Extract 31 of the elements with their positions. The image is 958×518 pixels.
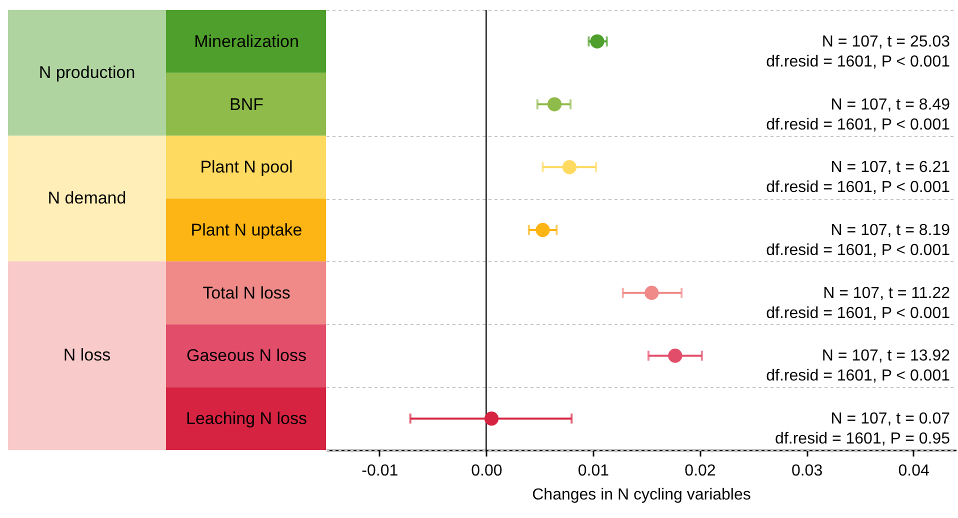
x-axis-title: Changes in N cycling variables [532, 486, 751, 504]
point [484, 412, 499, 426]
point [668, 348, 682, 363]
text: N demand [48, 188, 126, 208]
annotation: N = 107, t = 8.19 df.resid = 1601, P < 0.001 [766, 222, 950, 259]
x-tick-label: 0.04 [898, 462, 930, 480]
y-tick-label: Mineralization [194, 32, 299, 51]
annotation: N = 107, t = 0.07 df.resid = 1601, P = 0.95 [775, 410, 950, 448]
annotation: N = 107, t = 8.49 df.resid = 1601, P < 0.001 [766, 96, 950, 134]
x-tick-label: 0.01 [578, 462, 610, 480]
y-tick-label: Plant N uptake [190, 220, 302, 240]
y-tick-label: Leaching N loss [186, 409, 307, 428]
point [536, 222, 550, 238]
text: N loss [63, 346, 111, 365]
point [562, 160, 577, 174]
x-tick-label: 0.02 [684, 462, 716, 480]
annotation: N = 107, t = 11.22 df.resid = 1601, P < 0.001 [766, 284, 950, 322]
point [644, 286, 659, 300]
annotation: N = 107, t = 25.03 df.resid = 1601, P < 0.001 [766, 33, 950, 70]
text: N production [38, 62, 136, 82]
x-tick-label: 0.00 [471, 462, 502, 480]
x-tick-label: 0.03 [791, 462, 823, 480]
y-tick-label: Gaseous N loss [186, 346, 306, 366]
annotation: N = 107, t = 13.92 df.resid = 1601, P < 0.001 [766, 348, 950, 385]
x-tick-label: -0.01 [362, 462, 398, 480]
y-tick-label: BNF [230, 94, 264, 114]
point [590, 34, 604, 48]
point [547, 97, 562, 112]
y-tick-label: Total N loss [202, 283, 290, 302]
annotation: N = 107, t = 6.21 df.resid = 1601, P < 0.001 [766, 159, 950, 196]
y-tick-label: Plant N pool [200, 158, 293, 177]
